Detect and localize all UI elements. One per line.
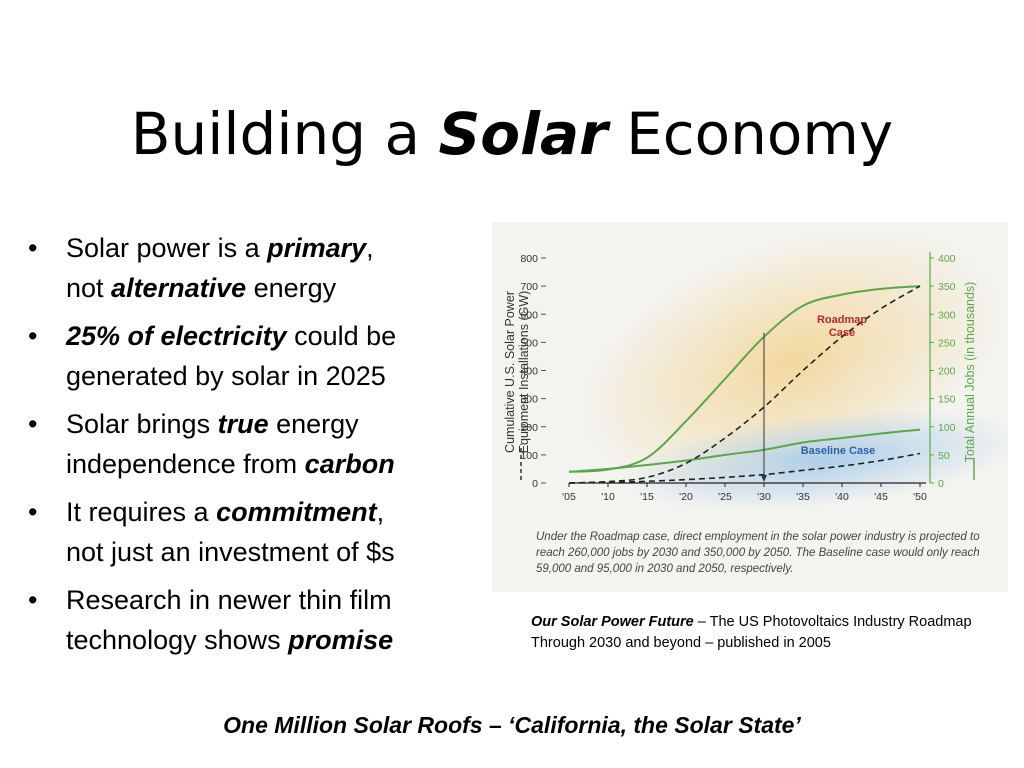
- bullet-item: • Research in newer thin film technology…: [28, 580, 498, 660]
- y-tick-label-left: 500: [520, 337, 538, 349]
- x-tick-label: '45: [874, 491, 888, 503]
- bullet-item: • 25% of electricity could be generated …: [28, 316, 498, 396]
- bullet-text: independence from: [66, 449, 305, 479]
- bullet-text: Solar brings: [66, 409, 218, 439]
- slide-title: Building a Solar Economy: [0, 96, 1024, 172]
- bullet-list: • Solar power is a primary, not alternat…: [28, 228, 498, 668]
- title-emphasis: Solar: [438, 100, 608, 168]
- bullet-text: could be: [286, 321, 397, 351]
- bullet-emphasis: promise: [288, 625, 394, 655]
- bullet-line: technology shows promise: [66, 620, 498, 660]
- y-tick-label-right: 300: [938, 309, 956, 321]
- bullet-dot-icon: •: [28, 409, 38, 439]
- bullet-dot-icon: •: [28, 233, 38, 263]
- bullet-text: It requires a: [66, 497, 217, 527]
- bullet-dot-icon: •: [28, 321, 38, 351]
- y-tick-label-right: 400: [938, 253, 956, 265]
- arrow-head-icon: [761, 475, 767, 482]
- bullet-text: Research in newer thin film: [66, 585, 392, 615]
- solar-chart-panel: 0 100 200 300 400 500 600 700 800 0 50 100 150 200 25…: [492, 222, 1008, 592]
- roadmap-case-label: Roadmap: [817, 314, 867, 326]
- y-tick-label-right: 350: [938, 281, 956, 293]
- x-tick-label: '50: [913, 491, 927, 503]
- x-tick-label: '40: [835, 491, 849, 503]
- y-tick-label-right: 50: [938, 450, 950, 462]
- y-tick-label-right: 0: [938, 478, 944, 490]
- x-tick-label: '30: [757, 491, 771, 503]
- title-prefix: Building a: [130, 100, 439, 168]
- baseline-case-line: [568, 428, 921, 473]
- bullet-text: ,: [366, 233, 374, 263]
- y-tick-label-left: 300: [520, 394, 538, 406]
- caption-title: Our Solar Power Future: [531, 614, 694, 630]
- bullet-emphasis: 25% of electricity: [66, 321, 287, 351]
- bullet-text: generated by solar in 2025: [66, 361, 386, 391]
- bullet-text: ,: [376, 497, 385, 527]
- y-tick-label-left: 800: [520, 253, 538, 265]
- bullet-line: Solar brings true energy: [66, 404, 498, 444]
- bullet-text: Solar power is a: [66, 233, 268, 263]
- bullet-emphasis: alternative: [111, 273, 247, 303]
- bullet-line: 25% of electricity could be: [66, 316, 498, 356]
- y-tick-label-right: 250: [938, 337, 956, 349]
- title-suffix: Economy: [607, 100, 894, 168]
- x-tick-label: '10: [601, 491, 615, 503]
- x-tick-label: '05: [562, 491, 576, 503]
- bullet-text: not: [66, 273, 112, 303]
- bullet-text: technology shows: [66, 625, 289, 655]
- bullet-line: Research in newer thin film: [66, 580, 498, 620]
- y-tick-label-right: 100: [938, 422, 956, 434]
- y-tick-label-right: 150: [938, 394, 956, 406]
- roadmap-case-line: [568, 285, 921, 473]
- y-tick-label-left: 0: [532, 478, 538, 490]
- solar-chart: 0 100 200 300 400 500 600 700 800 0 50 100 150 200 25…: [503, 229, 1008, 511]
- y-tick-label-left: 700: [520, 281, 538, 293]
- bullet-emphasis: true: [217, 409, 269, 439]
- bullet-text: energy: [246, 273, 337, 303]
- bullet-emphasis: carbon: [304, 449, 395, 479]
- left-axis-dashed-line-3: [568, 452, 921, 484]
- bullet-line: not alternative energy: [66, 268, 498, 308]
- chart-caption: Our Solar Power Future – The US Photovol…: [531, 612, 1001, 654]
- left-axis-dashed-line-2: [568, 285, 921, 484]
- x-tick-label: '35: [796, 491, 810, 503]
- bullet-emphasis: primary: [267, 233, 367, 263]
- y-tick-label-left: 200: [520, 422, 538, 434]
- baseline-case-label: Baseline Case: [801, 445, 876, 457]
- y-tick-label-right: 200: [938, 366, 956, 378]
- chart-note: Under the Roadmap case, direct employmen…: [536, 531, 980, 575]
- caption-text: – The US Photovoltaics Industry Roadmap …: [531, 614, 972, 651]
- bullet-line: generated by solar in 2025: [66, 356, 498, 396]
- x-tick-label: '15: [640, 491, 654, 503]
- y-axis-label-right: Total Annual Jobs (in thousands): [963, 282, 977, 463]
- bullet-text: not just an investment of $s: [66, 537, 395, 567]
- bullet-dot-icon: •: [28, 497, 38, 527]
- y-axis-label-left: Cumulative U.S. Solar Power: [503, 291, 517, 453]
- y-axis-label-left: Equipment Installations (GW): [517, 291, 531, 454]
- bullet-dot-icon: •: [28, 585, 38, 615]
- y-tick-label-left: 100: [520, 450, 538, 462]
- bullet-line: Solar power is a primary,: [66, 228, 498, 268]
- x-tick-label: '25: [718, 491, 732, 503]
- x-tick-label: '20: [679, 491, 693, 503]
- slide-footer: One Million Solar Roofs – ‘California, t…: [223, 712, 801, 738]
- bullet-line: not just an investment of $s: [66, 532, 498, 572]
- bullet-item: • It requires a commitment, not just an …: [28, 492, 498, 572]
- bullet-item: • Solar power is a primary, not alternat…: [28, 228, 498, 308]
- baseline-glow: [623, 409, 1008, 511]
- roadmap-case-label: Case: [829, 327, 855, 339]
- bullet-emphasis: commitment: [216, 497, 377, 527]
- bullet-item: • Solar brings true energy independence …: [28, 404, 498, 484]
- y-tick-label-left: 400: [520, 366, 538, 378]
- bullet-line: independence from carbon: [66, 444, 498, 484]
- bullet-line: It requires a commitment,: [66, 492, 498, 532]
- bullet-text: energy: [268, 409, 359, 439]
- y-tick-label-left: 600: [520, 309, 538, 321]
